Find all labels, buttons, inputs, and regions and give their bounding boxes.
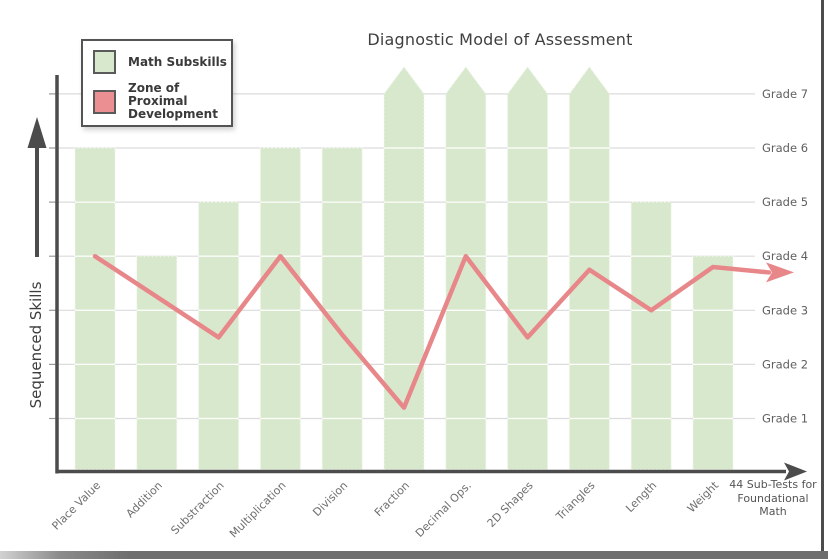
bar-weight — [692, 255, 734, 470]
sequenced-skills-arrow-head — [27, 117, 47, 148]
bar-length — [630, 201, 672, 470]
x-axis-arrowhead — [784, 462, 807, 481]
y-axis-label: Sequenced Skills — [27, 281, 45, 409]
legend: Math Subskills Zone of Proximal Developm… — [81, 39, 233, 127]
category-label: Decimal Ops. — [413, 479, 474, 540]
category-label: 2D Shapes — [485, 479, 536, 530]
category-label: Addition — [124, 479, 165, 520]
chart-title: Diagnostic Model of Assessment — [367, 30, 633, 49]
grade-label: Grade 4 — [762, 249, 808, 263]
x-axis-end-label-line: Foundational — [737, 491, 809, 505]
grade-label: Grade 5 — [762, 195, 808, 209]
category-label: Fraction — [372, 479, 412, 519]
legend-swatch-red — [93, 89, 116, 114]
grade-label: Grade 1 — [762, 412, 808, 426]
x-axis-end-label-line: Math — [759, 505, 787, 518]
category-label: Substraction — [168, 479, 226, 537]
x-axis-end-label-line: 44 Sub-Tests for — [729, 478, 817, 491]
bar-place-value — [74, 147, 116, 470]
legend-item-zpd: Zone of Proximal Development — [93, 82, 231, 121]
legend-swatch-green — [93, 50, 116, 74]
x-axis-end-label: 44 Sub-Tests for Foundational Math — [722, 478, 824, 519]
bar-decimal-ops- — [445, 66, 487, 470]
page-bottom-shadow — [0, 551, 828, 559]
grade-label: Grade 3 — [762, 303, 808, 317]
category-label: Weight — [685, 478, 722, 515]
bar-addition — [136, 255, 178, 470]
category-label: Triangles — [553, 479, 598, 524]
zpd-line-arrowhead — [766, 262, 794, 283]
grade-label: Grade 6 — [762, 141, 808, 155]
category-label: Division — [310, 479, 350, 519]
legend-label: Math Subskills — [128, 54, 227, 69]
bar-2d-shapes — [507, 66, 549, 470]
bar-multiplication — [259, 147, 301, 470]
legend-item-math-subskills: Math Subskills — [93, 50, 231, 74]
category-label: Place Value — [49, 479, 103, 533]
legend-label: Zone of Proximal Development — [128, 81, 218, 121]
bar-division — [321, 147, 363, 470]
page-right-edge — [821, 0, 824, 552]
zpd-line — [92, 253, 772, 410]
grade-label: Grade 2 — [762, 357, 808, 371]
category-label: Multiplication — [227, 479, 288, 540]
bar-fraction — [383, 66, 425, 470]
category-label: Length — [623, 479, 659, 515]
grade-label: Grade 7 — [762, 87, 808, 101]
